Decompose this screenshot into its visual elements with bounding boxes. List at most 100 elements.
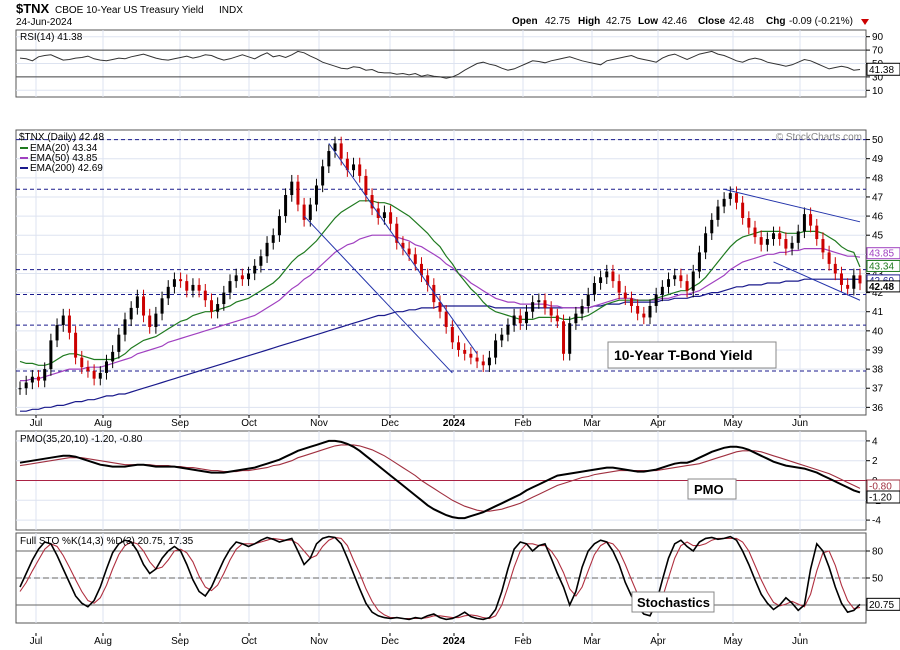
candle-body (308, 204, 312, 220)
candle-body (179, 279, 183, 282)
y-tick-label: 48 (872, 173, 884, 184)
candle-body (710, 219, 714, 234)
x-tick-label: 2024 (443, 636, 466, 647)
pmo-title: PMO(35,20,10) -1.20, -0.80 (20, 434, 143, 445)
candle-body (772, 233, 776, 240)
x-tick-label: Jul (30, 418, 43, 429)
candle-body (234, 275, 238, 282)
y-tick-label: 47 (872, 192, 884, 203)
y-tick-label: 30 (872, 72, 884, 83)
candle-body (30, 376, 34, 383)
sto-k-line (19, 535, 861, 621)
x-tick-label: Apr (650, 636, 666, 647)
price-tag-box (866, 259, 900, 272)
candle-body (858, 275, 862, 284)
candle-body (438, 302, 442, 312)
candle-body (765, 239, 769, 245)
x-tick-label: May (724, 418, 743, 429)
candle-body (667, 279, 671, 287)
candle-body (339, 143, 343, 159)
price-panel: 504948474645444342414039383736$TNX (Dail… (15, 129, 900, 416)
candle-body (524, 311, 528, 324)
y-tick-label: 70 (872, 46, 884, 57)
x-tick-label: Nov (310, 636, 328, 647)
candle-body (852, 275, 856, 289)
candle-body (290, 181, 294, 196)
candle-body (419, 263, 423, 276)
candle-body (537, 300, 541, 303)
candle-body (358, 164, 362, 176)
candle-body (617, 281, 621, 293)
candle-body (222, 292, 226, 305)
candle-body (240, 275, 244, 280)
candle-body (160, 298, 164, 314)
candle-body (259, 256, 263, 266)
price-tag-box (866, 280, 900, 293)
candle-body (457, 342, 461, 350)
candle-body (148, 315, 152, 328)
candle-body (673, 275, 677, 280)
x-tick-label: Dec (381, 418, 399, 429)
candle-body (154, 313, 158, 328)
y-tick-label: 40 (872, 326, 884, 337)
x-tick-label: Feb (514, 636, 532, 647)
exchange-label: INDX (219, 5, 243, 16)
candle-body (142, 296, 146, 316)
price-tag-box (866, 247, 900, 260)
x-tick-label: Jun (792, 418, 808, 429)
candle-body (450, 327, 454, 343)
y-tick-label: 90 (872, 32, 884, 43)
candle-body (741, 202, 745, 218)
candle-body (407, 248, 411, 255)
candle-body (543, 300, 547, 308)
trendline-lower-decline (303, 215, 453, 374)
candle-body (18, 388, 22, 390)
candle-body (382, 212, 386, 218)
candle-body (827, 252, 831, 264)
x-tick-label: Oct (241, 418, 257, 429)
x-tick-label: Mar (583, 418, 601, 429)
sto-value-tag: 20.75 (869, 600, 894, 611)
x-tick-label: Oct (241, 636, 257, 647)
candle-body (784, 239, 788, 249)
y-tick-label: 42 (872, 288, 884, 299)
candle-body (216, 304, 220, 312)
down-arrow-icon (861, 19, 869, 25)
candle-body (111, 351, 115, 362)
open-label: Open (512, 16, 538, 27)
candle-body (506, 325, 510, 335)
chart-header: $TNX CBOE 10-Year US Treasury Yield INDX… (16, 1, 869, 28)
pmo-value-tag: -1.20 (869, 493, 892, 504)
candle-body (327, 151, 331, 167)
candle-body (86, 367, 90, 372)
x-tick-label: May (724, 636, 743, 647)
y-tick-label: 50 (872, 135, 884, 146)
x-axis: Jul Aug Sep Oct Nov Dec 2024 Feb Mar Apr May Jun Jul… (30, 415, 808, 647)
annotation-box (607, 341, 777, 369)
pmo-annotation: PMO (694, 482, 724, 497)
low-value: 42.46 (662, 16, 687, 27)
candle-body (172, 279, 176, 287)
y-tick-label: 36 (872, 403, 884, 414)
y-tick-label: 50 (872, 574, 884, 585)
high-value: 42.75 (606, 16, 631, 27)
candle-body (37, 376, 41, 381)
change-label: Chg (766, 16, 785, 27)
candle-body (531, 302, 535, 312)
legend-entry: EMA(20) 43.34 (30, 143, 98, 154)
candle-body (586, 294, 590, 306)
candle-body (790, 242, 794, 249)
candle-body (815, 225, 819, 240)
candle-body (809, 214, 813, 226)
pmo-signal-tag: -0.80 (869, 482, 892, 493)
candle-body (475, 357, 479, 362)
candle-body (562, 321, 566, 354)
candle-body (846, 284, 850, 289)
y-tick-label: 10 (872, 86, 884, 97)
candle-body (247, 273, 251, 280)
candle-body (104, 361, 108, 373)
candle-body (728, 193, 732, 199)
x-tick-label: Mar (583, 636, 601, 647)
